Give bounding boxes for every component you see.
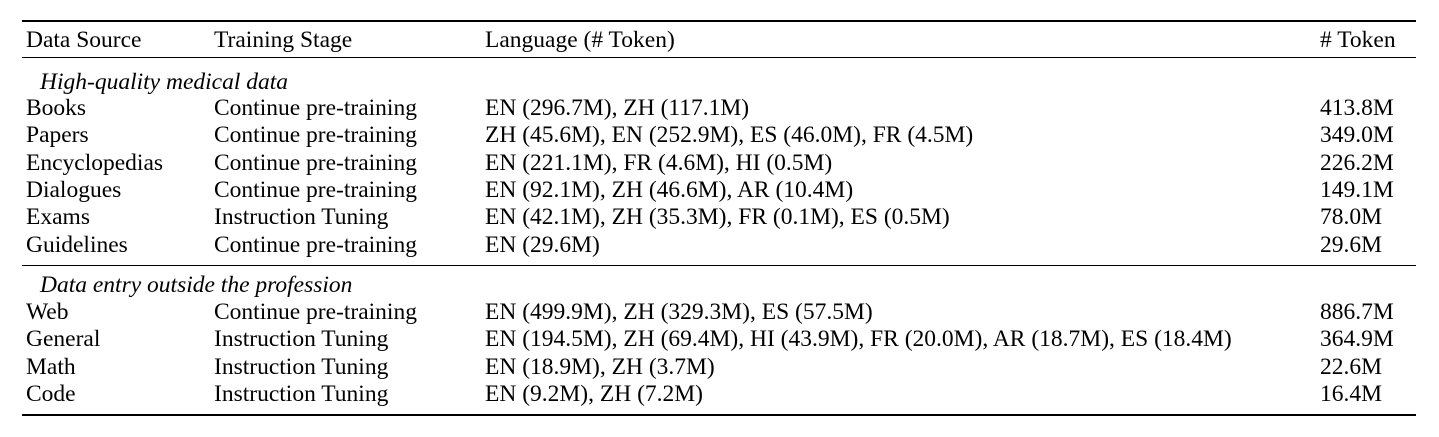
table-row: Guidelines Continue pre-training EN (29.6M… <box>0 232 1439 259</box>
language-cell: EN (92.1M), ZH (46.6M), AR (10.4M) <box>485 176 854 203</box>
header-token: # Token <box>1320 27 1396 53</box>
section-title: Data entry outside the profession <box>40 272 353 298</box>
language-cell: EN (221.1M), FR (4.6M), HI (0.5M) <box>485 149 833 176</box>
table-row: Encyclopedias Continue pre-training EN (22… <box>0 150 1439 177</box>
table-row: Dialogues Continue pre-training EN (92.1M)… <box>0 177 1439 204</box>
bottom-rule <box>22 414 1416 416</box>
training-stage-cell: Continue pre-training <box>214 176 417 203</box>
language-cell: EN (29.6M) <box>485 231 600 258</box>
training-stage-cell: Continue pre-training <box>214 149 417 176</box>
data-source-cell: Math <box>26 353 76 380</box>
language-cell: EN (499.9M), ZH (329.3M), ES (57.5M) <box>485 299 873 325</box>
token-cell: 226.2M <box>1320 149 1394 176</box>
language-cell: ZH (45.6M), EN (252.9M), ES (46.0M), FR … <box>485 122 974 149</box>
table-row: Math Instruction Tuning EN (18.9M), ZH (3.… <box>0 354 1439 381</box>
table-row: Exams Instruction Tuning EN (42.1M), ZH (3… <box>0 204 1439 231</box>
data-source-cell: Books <box>26 95 87 121</box>
training-stage-cell: Instruction Tuning <box>214 353 389 380</box>
training-stage-cell: Instruction Tuning <box>214 204 389 231</box>
language-cell: EN (42.1M), ZH (35.3M), FR (0.1M), ES (0… <box>485 204 950 231</box>
training-stage-cell: Continue pre-training <box>214 299 417 325</box>
header-data-source: Data Source <box>26 27 142 53</box>
data-source-cell: Dialogues <box>26 176 122 203</box>
token-cell: 22.6M <box>1320 353 1383 380</box>
table-row: Web Continue pre-training EN (499.9M), ZH … <box>0 299 1439 326</box>
data-source-cell: General <box>26 326 101 353</box>
training-stage-cell: Instruction Tuning <box>214 326 389 353</box>
language-cell: EN (9.2M), ZH (7.2M) <box>485 380 703 407</box>
language-cell: EN (296.7M), ZH (117.1M) <box>485 95 750 121</box>
section-rule <box>22 265 1416 266</box>
token-cell: 349.0M <box>1320 122 1394 149</box>
top-rule <box>22 20 1416 22</box>
table-row: Code Instruction Tuning EN (9.2M), ZH (7.2… <box>0 381 1439 408</box>
token-cell: 413.8M <box>1320 95 1394 121</box>
token-cell: 364.9M <box>1320 326 1394 353</box>
training-stage-cell: Instruction Tuning <box>214 380 389 407</box>
data-source-cell: Guidelines <box>26 231 128 258</box>
token-cell: 149.1M <box>1320 176 1394 203</box>
table-row: Books Continue pre-training EN (296.7M), Z… <box>0 95 1439 122</box>
data-source-cell: Encyclopedias <box>26 149 164 176</box>
training-stage-cell: Continue pre-training <box>214 95 417 121</box>
language-cell: EN (194.5M), ZH (69.4M), HI (43.9M), FR … <box>485 326 1232 353</box>
data-source-cell: Web <box>26 299 69 325</box>
training-stage-cell: Continue pre-training <box>214 122 417 149</box>
table-row: General Instruction Tuning EN (194.5M), ZH… <box>0 326 1439 353</box>
token-cell: 886.7M <box>1320 299 1394 325</box>
language-cell: EN (18.9M), ZH (3.7M) <box>485 353 715 380</box>
header-row: Data Source Training Stage Language (# T… <box>0 27 1439 54</box>
data-source-cell: Exams <box>26 204 90 231</box>
header-language: Language (# Token) <box>485 27 675 53</box>
token-cell: 78.0M <box>1320 204 1383 231</box>
token-cell: 29.6M <box>1320 231 1383 258</box>
table-row: Papers Continue pre-training ZH (45.6M), E… <box>0 122 1439 149</box>
section-title: High-quality medical data <box>40 69 289 95</box>
header-rule <box>22 57 1416 58</box>
header-training-stage: Training Stage <box>214 27 353 53</box>
token-cell: 16.4M <box>1320 380 1383 407</box>
training-stage-cell: Continue pre-training <box>214 231 417 258</box>
data-source-cell: Code <box>26 380 76 407</box>
data-source-cell: Papers <box>26 122 89 149</box>
